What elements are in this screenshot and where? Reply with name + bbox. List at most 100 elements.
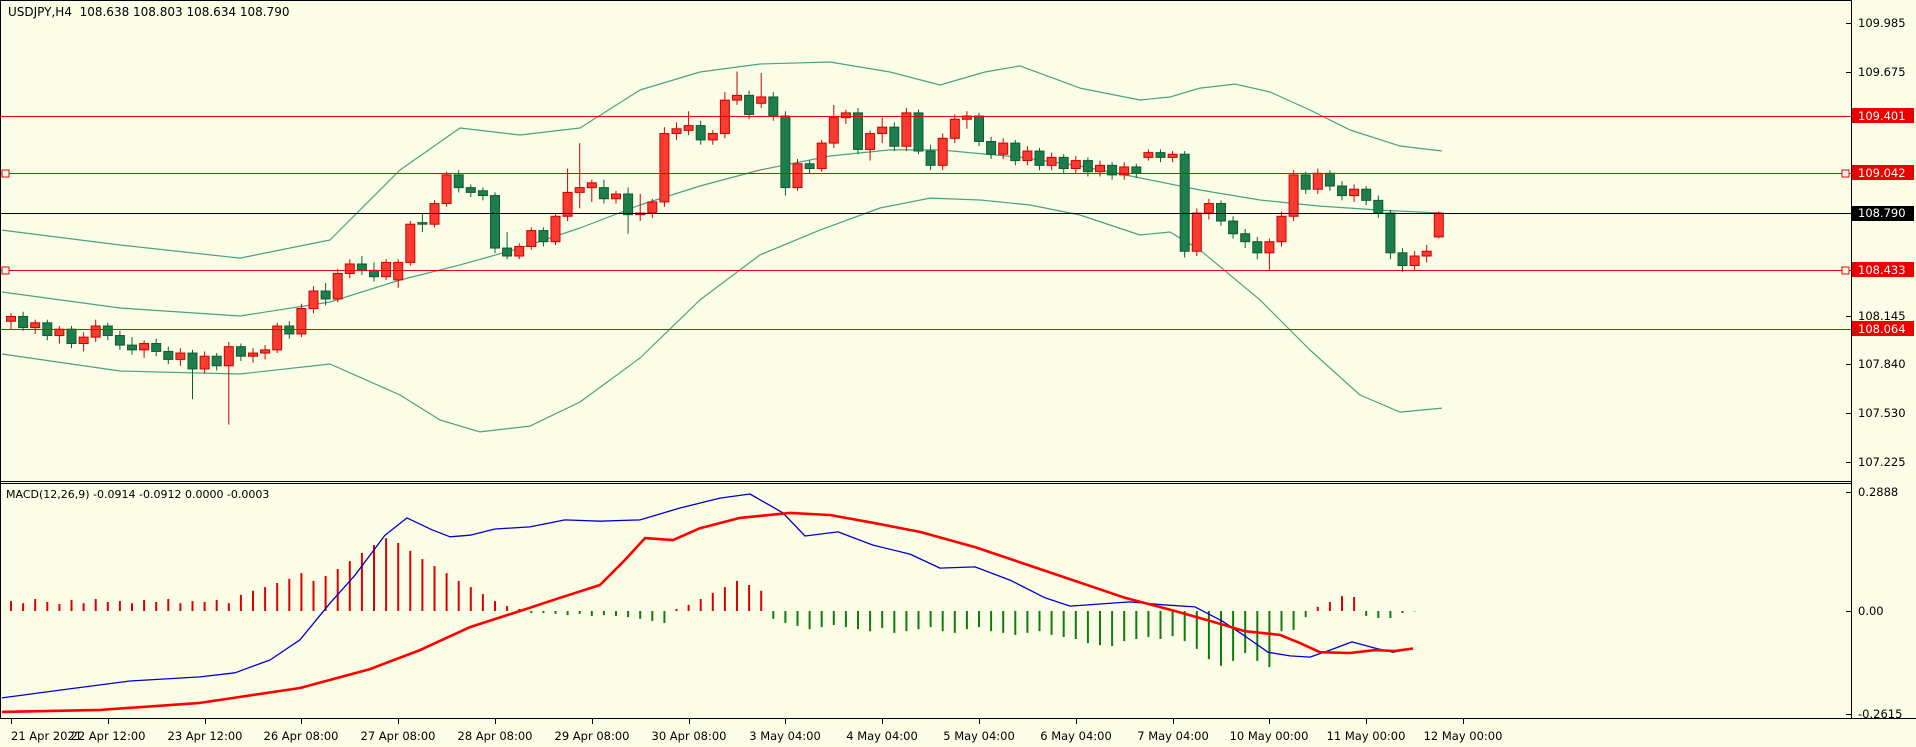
time-axis-label: 7 May 04:00 xyxy=(1137,729,1209,743)
price-axis-label: 107.530 xyxy=(1858,406,1906,420)
candle xyxy=(1312,172,1323,190)
candle xyxy=(768,96,779,117)
candle xyxy=(1216,203,1226,222)
candle xyxy=(756,96,767,104)
hline-handle[interactable] xyxy=(1,169,10,178)
candle xyxy=(901,112,912,147)
candle xyxy=(647,201,658,214)
candle xyxy=(986,140,997,155)
price-label-chip[interactable] xyxy=(1852,165,1914,180)
time-axis-label: 3 May 04:00 xyxy=(749,729,821,743)
candle xyxy=(695,125,706,141)
candle xyxy=(1191,212,1202,252)
candle xyxy=(925,150,936,166)
candle xyxy=(248,352,258,357)
time-axis-label: 10 May 00:00 xyxy=(1230,729,1309,743)
candle xyxy=(211,355,222,367)
candle xyxy=(574,187,585,193)
candle xyxy=(477,190,488,197)
candle xyxy=(598,187,609,200)
price-label-chip[interactable] xyxy=(1852,262,1914,277)
candle xyxy=(151,343,162,352)
price-axis-label: 107.840 xyxy=(1858,357,1906,371)
candle xyxy=(139,343,150,351)
candle xyxy=(1095,164,1105,173)
horizontal-lines[interactable] xyxy=(0,116,1851,330)
time-axis-label: 6 May 04:00 xyxy=(1040,729,1112,743)
candle xyxy=(707,133,718,141)
candle xyxy=(381,261,392,278)
time-axis-label: 27 Apr 08:00 xyxy=(361,729,436,743)
macd-axis-label: -0.2615 xyxy=(1858,707,1902,721)
candle xyxy=(296,308,307,335)
candle xyxy=(853,112,863,150)
candle xyxy=(187,352,198,370)
candle xyxy=(732,94,742,101)
candle xyxy=(937,137,948,166)
pane-borders xyxy=(0,0,1916,719)
hline-handle[interactable] xyxy=(1841,169,1850,178)
price-chip-label: 109.042 xyxy=(1858,166,1906,180)
candle xyxy=(1337,185,1347,197)
time-axis-label: 30 Apr 08:00 xyxy=(652,729,727,743)
candle xyxy=(1119,166,1130,176)
candle xyxy=(1385,212,1396,254)
candle xyxy=(1409,255,1420,267)
hline-handle[interactable] xyxy=(1841,266,1850,275)
candle xyxy=(199,355,210,370)
time-axis-label: 28 Apr 08:00 xyxy=(458,729,533,743)
candle xyxy=(308,290,319,310)
price-label-chip[interactable] xyxy=(1852,321,1914,336)
time-axis-label: 4 May 04:00 xyxy=(846,729,918,743)
candle xyxy=(792,163,803,189)
candle xyxy=(6,315,16,322)
candle xyxy=(1107,164,1118,176)
candle xyxy=(949,118,960,139)
candle xyxy=(114,335,125,346)
price-chip-label: 108.433 xyxy=(1858,263,1906,277)
candle xyxy=(1324,172,1335,187)
candle xyxy=(623,193,634,216)
candle xyxy=(235,346,246,357)
candle xyxy=(344,263,355,275)
price-label-chip[interactable] xyxy=(1852,108,1914,123)
candle xyxy=(1349,188,1360,197)
price-chip-label: 108.064 xyxy=(1858,322,1906,336)
candle xyxy=(514,245,525,257)
candle xyxy=(1131,166,1142,174)
candle xyxy=(526,230,537,247)
candle xyxy=(356,263,367,271)
candle xyxy=(1228,220,1239,235)
price-label-chip[interactable] xyxy=(1852,206,1914,221)
candle xyxy=(393,261,404,281)
time-axis-label: 5 May 04:00 xyxy=(943,729,1015,743)
candle xyxy=(974,115,984,142)
candle xyxy=(30,322,41,329)
price-axis[interactable]: 109.985 109.675 108.145 107.840 107.530 107.2… xyxy=(1846,16,1914,721)
candle xyxy=(1373,199,1384,214)
candle xyxy=(1179,153,1190,252)
candle xyxy=(1300,174,1311,190)
time-axis-label: 21 Apr 2021 xyxy=(11,729,82,743)
candle xyxy=(66,328,77,345)
price-axis-label: 108.145 xyxy=(1858,309,1906,323)
candle xyxy=(417,222,428,225)
candle xyxy=(102,325,113,337)
candle xyxy=(1397,252,1408,267)
candle xyxy=(780,115,791,189)
candle xyxy=(369,269,379,278)
hline-handle[interactable] xyxy=(1,266,10,275)
candle xyxy=(453,174,464,189)
candle xyxy=(877,126,888,135)
candle xyxy=(441,174,452,205)
candle xyxy=(272,325,283,351)
candle xyxy=(586,182,597,189)
candle xyxy=(1155,152,1166,158)
candle xyxy=(1240,233,1251,243)
time-axis-label: 11 May 00:00 xyxy=(1327,729,1406,743)
candle xyxy=(320,290,331,300)
candle xyxy=(889,126,900,147)
